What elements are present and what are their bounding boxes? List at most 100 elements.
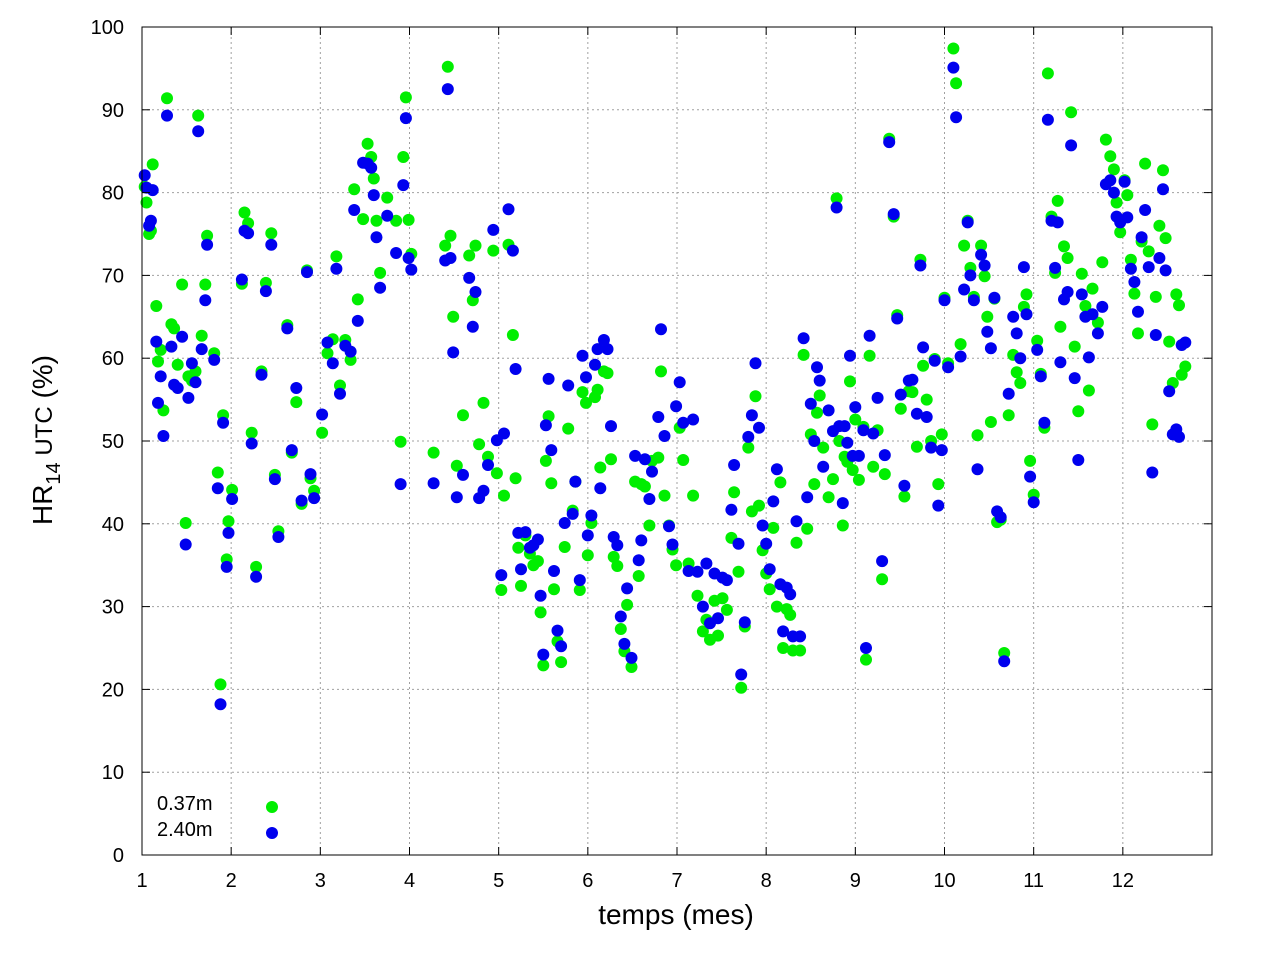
data-point [545, 444, 558, 457]
data-point [192, 109, 205, 122]
data-point [321, 347, 334, 360]
data-point [1054, 320, 1067, 333]
data-point [539, 454, 552, 467]
data-point [967, 294, 980, 307]
data-point [998, 647, 1011, 659]
data-point [658, 430, 671, 442]
data-point [551, 624, 564, 637]
data-point [217, 416, 230, 429]
data-point [643, 493, 656, 505]
data-point [220, 560, 233, 573]
data-point [1124, 253, 1137, 266]
data-point [813, 374, 826, 387]
data-point [756, 519, 769, 532]
data-point [655, 365, 667, 378]
data-point [728, 459, 741, 471]
data-point [852, 449, 865, 462]
data-point [351, 293, 364, 306]
data-point [876, 555, 889, 568]
data-point [374, 281, 387, 294]
data-point [399, 91, 412, 104]
data-point [844, 349, 856, 362]
data-point [1118, 175, 1131, 188]
data-point [447, 310, 460, 323]
data-point [569, 475, 582, 488]
data-point [894, 402, 907, 415]
data-point [290, 396, 303, 409]
data-point [281, 322, 294, 335]
data-point [753, 421, 765, 434]
data-point [920, 393, 933, 406]
data-point [140, 196, 153, 209]
data-point [1082, 351, 1095, 364]
y-tick-label: 60 [102, 348, 124, 370]
data-point [182, 391, 195, 404]
data-point [255, 368, 268, 381]
data-point [176, 278, 189, 291]
data-point [971, 429, 984, 442]
data-point [925, 441, 938, 454]
data-point [611, 560, 624, 572]
data-point [245, 437, 258, 450]
data-point [519, 526, 532, 539]
legend: 0.37m 2.40m [157, 793, 278, 841]
data-point [811, 406, 823, 419]
data-point [427, 477, 440, 490]
data-point [682, 565, 695, 577]
data-point [316, 426, 329, 439]
data-point [390, 214, 403, 227]
data-point [910, 440, 923, 453]
data-point [777, 625, 790, 638]
data-point [509, 363, 522, 375]
data-point [898, 479, 911, 492]
data-point [1068, 372, 1081, 385]
data-point [950, 111, 963, 124]
data-point [539, 419, 552, 432]
data-point [984, 416, 997, 428]
data-point [542, 410, 555, 423]
y-axis-title: HR14 UTC (%) [27, 355, 65, 525]
data-point [1128, 287, 1141, 300]
data-point [150, 335, 163, 348]
data-point [146, 184, 159, 197]
data-point [1149, 329, 1162, 341]
y-axis-title-main: HR [27, 485, 58, 525]
data-point [348, 204, 361, 216]
data-point [1173, 299, 1185, 312]
data-point [906, 373, 919, 386]
data-point [290, 382, 303, 394]
data-point [655, 323, 667, 336]
data-point [677, 416, 690, 429]
data-point [562, 422, 575, 435]
data-point [367, 189, 380, 202]
data-point [250, 570, 263, 583]
data-point [767, 495, 780, 508]
data-point [365, 161, 378, 174]
data-point [512, 541, 525, 554]
data-point [981, 325, 994, 338]
data-point [716, 592, 729, 605]
data-point [625, 661, 638, 673]
data-point [308, 492, 321, 505]
data-point [495, 584, 508, 596]
data-point [763, 563, 776, 576]
data-point [1107, 163, 1120, 176]
data-point [691, 589, 704, 602]
y-axis-title-subscript: 14 [43, 462, 65, 484]
data-point [632, 570, 645, 582]
data-point [830, 192, 843, 205]
data-point [189, 376, 202, 389]
data-point [201, 229, 214, 242]
data-point [1153, 252, 1166, 264]
data-point [555, 656, 568, 669]
data-point [1173, 430, 1185, 443]
data-point [891, 312, 904, 325]
data-point [827, 473, 839, 486]
data-point [450, 459, 463, 472]
data-point [506, 244, 519, 257]
data-point [537, 659, 550, 672]
data-point [964, 269, 977, 282]
data-point [558, 517, 571, 529]
data-point [887, 208, 900, 221]
data-point [938, 294, 951, 307]
